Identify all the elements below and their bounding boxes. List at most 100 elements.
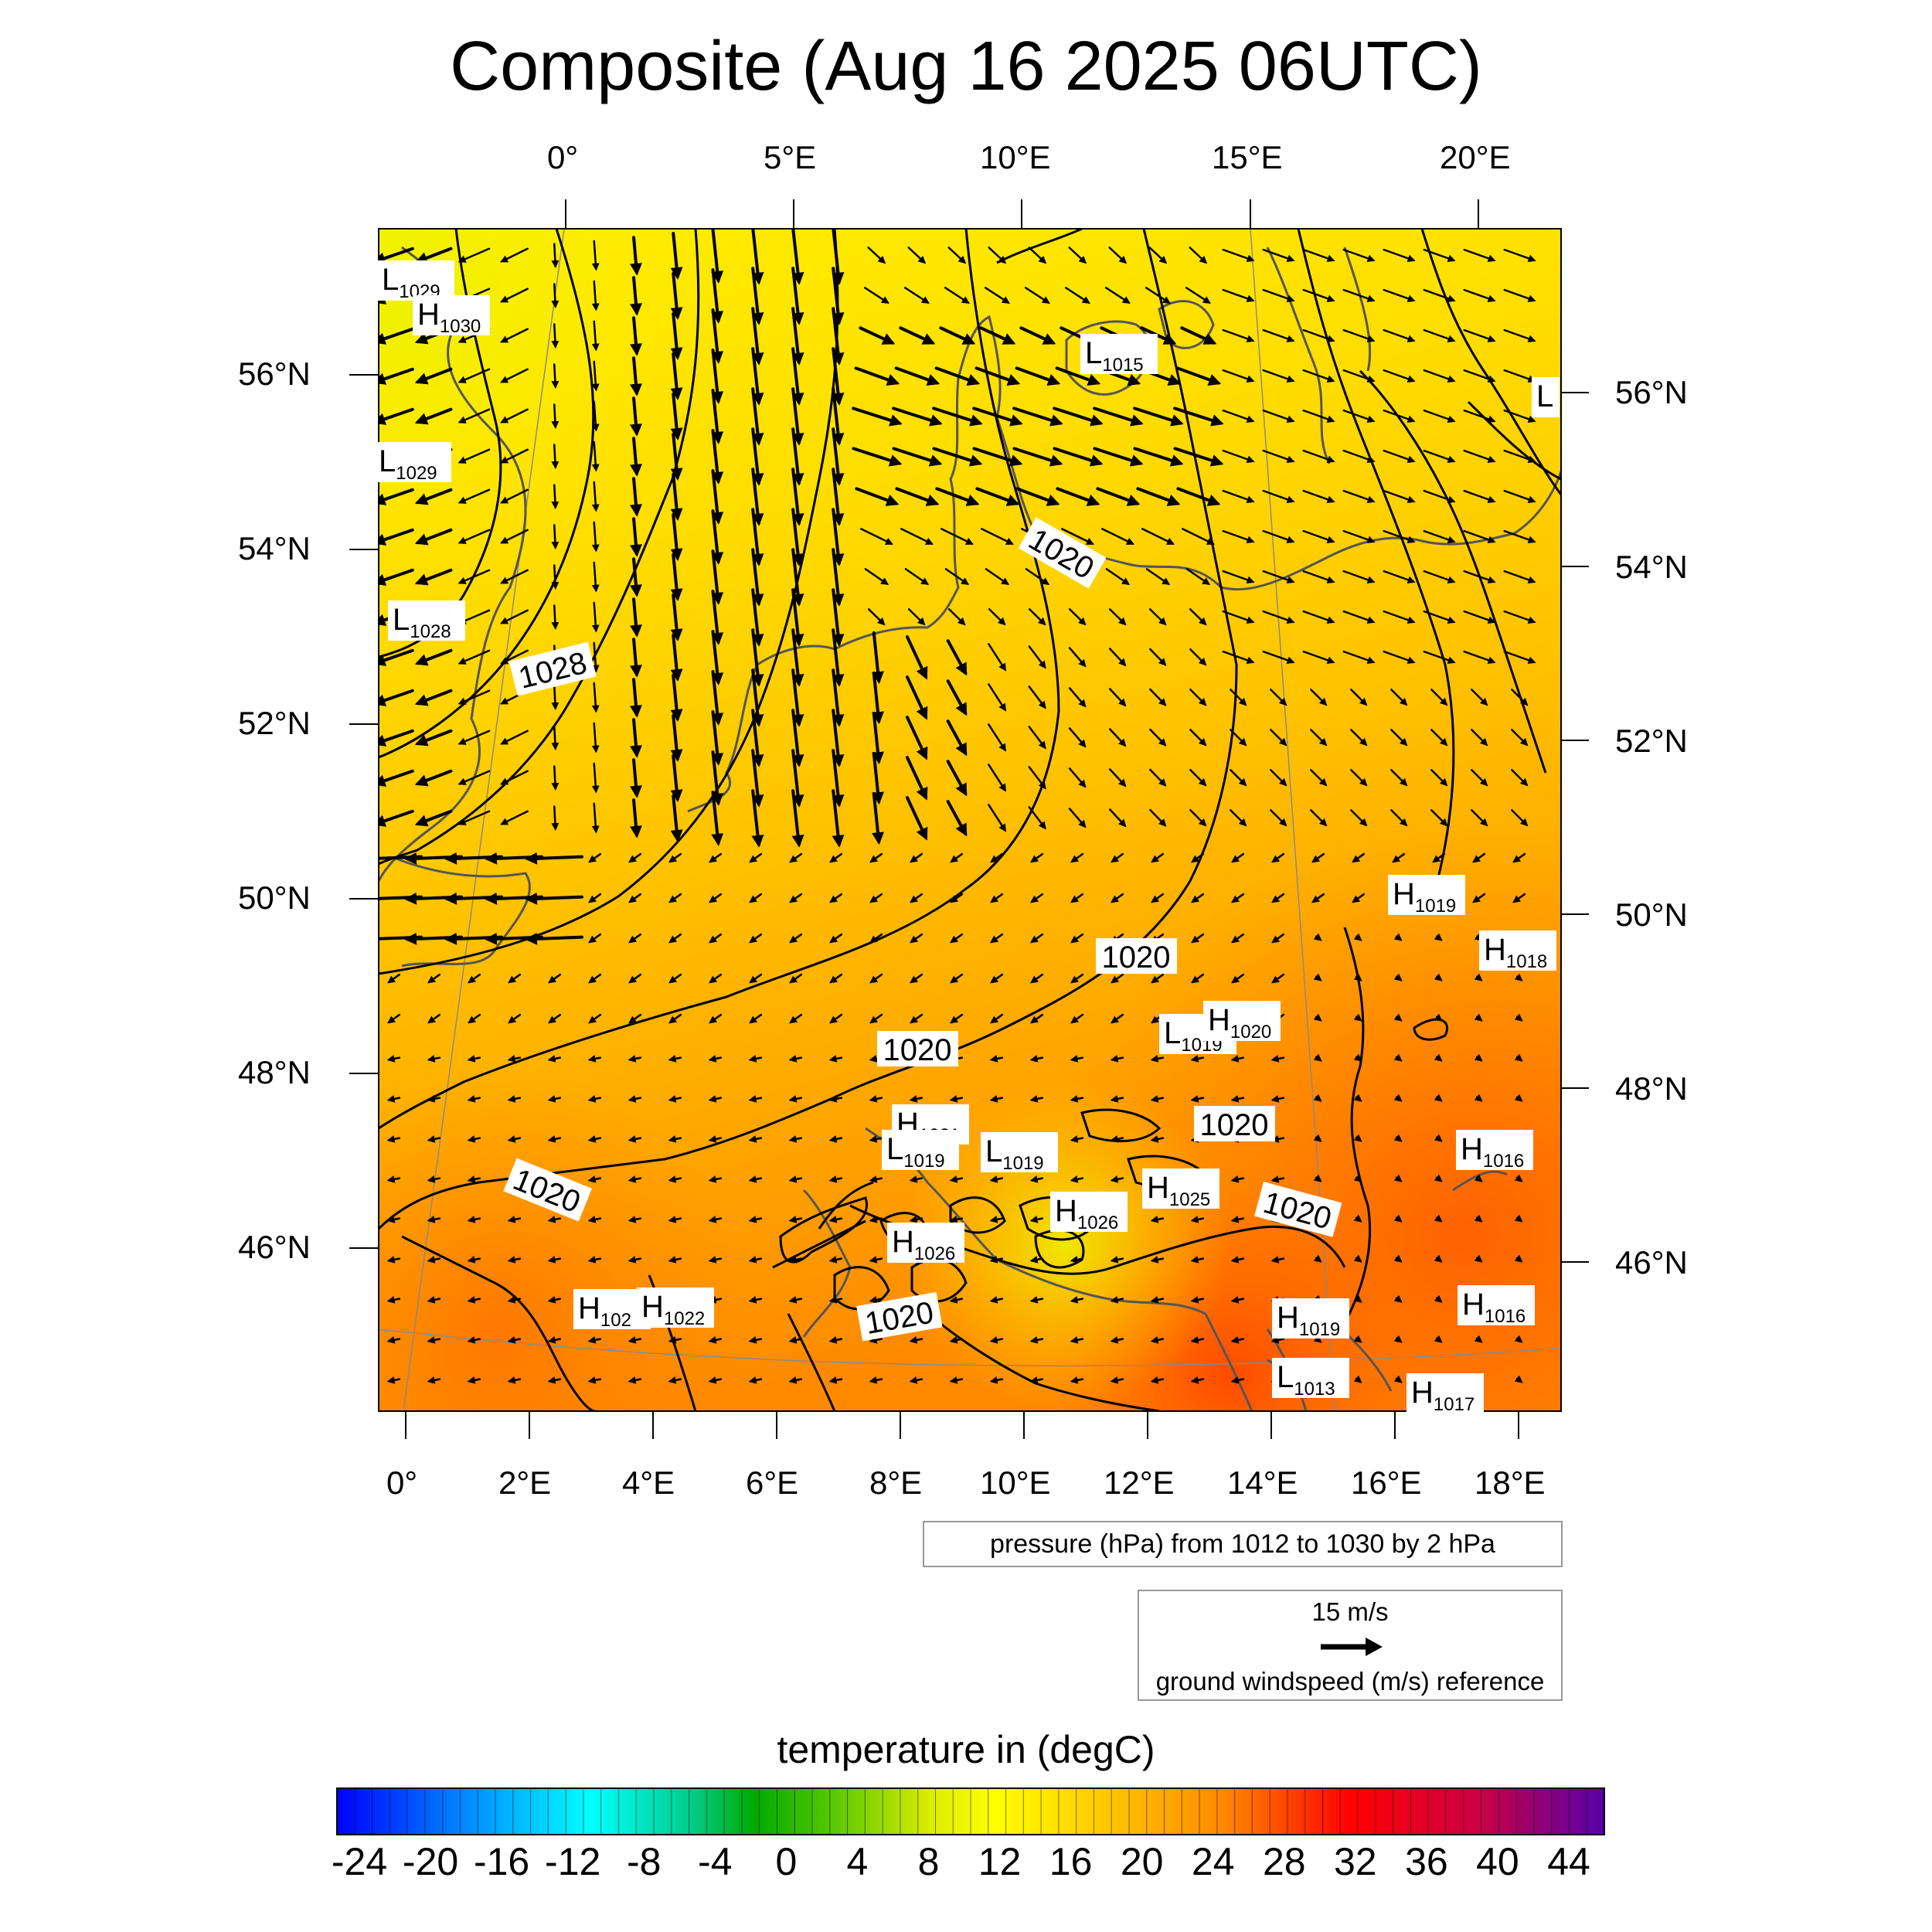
wind-reference-label: ground windspeed (m/s) reference <box>1155 1667 1545 1696</box>
wind-arrow <box>628 1175 642 1183</box>
wind-arrow <box>1070 973 1084 984</box>
wind-arrow <box>1383 650 1416 665</box>
wind-arrow <box>629 437 642 477</box>
wind-arrow <box>1105 568 1131 586</box>
wind-arrow <box>828 1376 843 1384</box>
wind-arrow <box>500 368 529 383</box>
wind-arrow <box>988 683 1007 712</box>
wind-arrow <box>909 1376 923 1384</box>
wind-arrow <box>791 628 804 687</box>
wind-arrow <box>1231 973 1245 984</box>
bottom-lon-label: 2°E <box>498 1464 552 1501</box>
wind-arrow <box>832 387 845 446</box>
wind-arrow <box>1310 729 1328 747</box>
wind-arrow <box>1262 650 1295 665</box>
wind-arrow <box>379 407 414 425</box>
wind-arrow <box>1028 766 1046 790</box>
wind-arrow <box>869 1296 883 1304</box>
wind-arrow <box>1514 1214 1523 1223</box>
wind-arrow <box>387 973 401 984</box>
wind-arrow <box>946 679 968 716</box>
wind-arrow <box>467 1095 481 1103</box>
wind-arrow <box>1353 1335 1362 1343</box>
wind-arrow <box>949 1095 964 1103</box>
wind-arrow <box>905 716 928 760</box>
wind-arrow <box>414 568 453 586</box>
pressure-center-box <box>1458 1285 1535 1325</box>
wind-arrow <box>414 247 453 264</box>
wind-arrow <box>500 649 529 665</box>
wind-arrow <box>751 668 764 727</box>
wind-arrow <box>629 557 642 597</box>
wind-arrow <box>1393 1335 1403 1343</box>
wind-arrow <box>670 392 683 440</box>
wind-arrow <box>1313 1053 1322 1062</box>
wind-arrow <box>1423 650 1456 665</box>
wind-arrow <box>1190 1256 1205 1264</box>
wind-arrow <box>984 287 1010 304</box>
wind-arrow <box>1353 1214 1362 1223</box>
wind-arrow <box>525 892 583 905</box>
wind-arrow <box>751 508 764 566</box>
wind-arrow <box>628 1013 642 1024</box>
wind-arrow <box>1471 769 1488 787</box>
wind-arrow <box>507 1135 522 1143</box>
right-lat-label: 52°N <box>1615 723 1688 759</box>
wind-arrow <box>869 1336 883 1344</box>
wind-arrow <box>1262 570 1295 584</box>
wind-arrow <box>1222 529 1255 544</box>
wind-arrow <box>972 447 1023 467</box>
wind-arrow <box>1503 288 1536 303</box>
wind-arrow <box>1148 608 1167 626</box>
wind-arrow <box>828 1135 843 1143</box>
wind-arrow <box>1111 1013 1124 1024</box>
wind-arrow <box>869 1135 883 1143</box>
pressure-center-label: L1029 <box>382 263 440 302</box>
temperature-field <box>379 229 1561 1411</box>
wind-arrow <box>708 1336 723 1344</box>
wind-arrow <box>386 1135 401 1143</box>
wind-arrow <box>1430 689 1448 706</box>
wind-arrow <box>1353 1294 1362 1303</box>
wind-arrow <box>591 521 600 553</box>
wind-arrow <box>990 893 1004 903</box>
wind-arrow <box>591 280 600 311</box>
wind-arrow <box>507 1296 522 1304</box>
wind-arrow <box>1230 809 1247 827</box>
wind-arrow <box>872 631 884 685</box>
wind-arrow <box>379 488 414 505</box>
wind-arrow <box>748 1095 763 1103</box>
wind-arrow <box>935 487 980 506</box>
wind-arrow <box>829 852 843 863</box>
wind-arrow <box>950 852 964 863</box>
wind-arrow <box>1230 769 1247 787</box>
wind-arrow <box>972 406 1023 427</box>
wind-arrow <box>547 1216 562 1223</box>
wind-arrow <box>548 1013 562 1024</box>
wind-arrow <box>791 548 804 607</box>
wind-arrow <box>457 247 491 263</box>
wind-arrow <box>591 440 600 472</box>
wind-arrow <box>869 933 883 944</box>
wind-arrow <box>1068 687 1087 708</box>
wind-arrow <box>1190 1336 1205 1344</box>
wind-arrow <box>551 243 560 269</box>
wind-arrow <box>379 648 414 666</box>
wind-arrow <box>1393 933 1403 941</box>
tick-marks <box>349 199 1589 1439</box>
wind-arrow <box>1353 1134 1362 1142</box>
wind-arrow <box>1434 1254 1443 1263</box>
wind-arrow <box>668 893 682 903</box>
wind-arrow <box>591 762 600 794</box>
wind-arrow <box>1393 1094 1403 1102</box>
wind-arrow <box>668 1336 682 1344</box>
wind-arrow <box>751 628 764 687</box>
wind-arrow <box>500 609 529 624</box>
colorbar-tick-label: 12 <box>978 1840 1022 1883</box>
wind-arrow <box>828 1055 843 1063</box>
wind-arrow <box>668 1055 682 1063</box>
pressure-center-label: H102 <box>578 1291 631 1331</box>
wind-arrow <box>1029 1376 1044 1384</box>
wind-arrow <box>1230 1376 1245 1384</box>
